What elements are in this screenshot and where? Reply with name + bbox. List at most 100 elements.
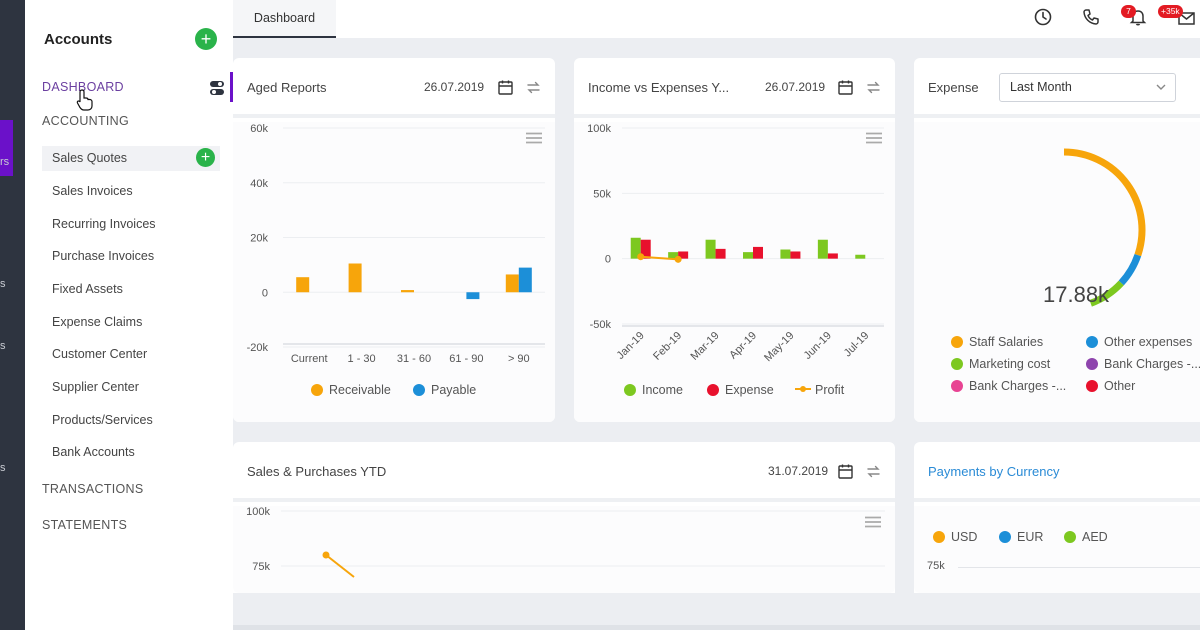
legend-dot [951, 380, 963, 392]
tab-dashboard[interactable]: Dashboard [233, 0, 336, 38]
sidebar-item-fixed-assets[interactable]: Fixed Assets [52, 282, 123, 296]
clock-icon[interactable] [1033, 7, 1053, 27]
expense-card: Expense Last Month 17.88k Staff Salaries… [914, 58, 1200, 422]
sidebar-item-customer-center[interactable]: Customer Center [52, 347, 148, 361]
legend-eur[interactable]: EUR [999, 530, 1043, 544]
sales-point [322, 551, 330, 559]
chart-menu-icon[interactable] [526, 132, 542, 144]
chevron-down-icon [1156, 84, 1166, 90]
sidebar-item-purchase-invoices[interactable]: Purchase Invoices [52, 249, 155, 263]
sidebar-item-highlight [42, 146, 220, 171]
legend-label: Bank Charges -... [969, 379, 1067, 393]
legend-dot [707, 384, 719, 396]
rail-label-fragment: s [0, 278, 6, 290]
hand-cursor-icon [76, 89, 93, 111]
legend-expense[interactable]: Expense [707, 383, 774, 397]
active-indicator [230, 72, 233, 102]
add-sales-quote-button[interactable]: + [196, 148, 215, 167]
card-title[interactable]: Payments by Currency [928, 464, 1060, 479]
refresh-icon[interactable] [865, 79, 882, 96]
legend-marketing-cost[interactable]: Marketing cost [951, 357, 1050, 371]
x-tick-label: Apr-19 [727, 330, 759, 362]
legend-bank-charges-2[interactable]: Bank Charges -... [951, 379, 1066, 393]
notifications-badge: 7 [1121, 5, 1136, 18]
bar [630, 237, 641, 259]
legend-dot [999, 531, 1011, 543]
sidebar-item-supplier-center[interactable]: Supplier Center [52, 380, 139, 394]
donut-slice [1063, 148, 1146, 257]
legend-dot [951, 336, 963, 348]
legend-dot [933, 531, 945, 543]
sidebar-item-sales-quotes[interactable]: Sales Quotes [52, 151, 128, 165]
card-body: 60k 40k 20k 0 -20k Current 1 - 30 31 - 60 61 - 9… [233, 122, 555, 422]
sidebar-item-bank-accounts[interactable]: Bank Accounts [52, 445, 135, 459]
bar [790, 251, 801, 259]
calendar-icon[interactable] [497, 79, 514, 96]
legend-usd[interactable]: USD [933, 530, 977, 544]
chart-menu-icon[interactable] [866, 132, 882, 144]
bar [855, 254, 866, 259]
horizontal-scrollbar[interactable] [233, 625, 1200, 630]
y-tick-label: 50k [593, 188, 611, 200]
sidebar-section-transactions[interactable]: TRANSACTIONS [42, 482, 144, 496]
legend-aed[interactable]: AED [1064, 530, 1108, 544]
toggle-icon[interactable] [209, 80, 225, 96]
top-bar: Dashboard 7 +35k [233, 0, 1200, 38]
phone-icon[interactable] [1081, 7, 1101, 27]
chart-menu-icon[interactable] [865, 516, 881, 528]
y-tick-label: 100k [246, 506, 270, 518]
card-body: 17.88k Staff Salaries Other expenses Mar… [914, 122, 1200, 422]
bar [296, 277, 310, 293]
sales-purchases-chart: 100k 75k [246, 506, 885, 578]
legend-income[interactable]: Income [624, 383, 683, 397]
bar [817, 239, 828, 259]
period-select[interactable]: Last Month [999, 73, 1176, 102]
sidebar-section-dashboard[interactable]: DASHBOARD [42, 80, 124, 94]
legend-label: Marketing cost [969, 357, 1051, 371]
sidebar-item-sales-invoices[interactable]: Sales Invoices [52, 184, 133, 198]
profit-line [640, 255, 679, 261]
legend-profit[interactable]: Profit [795, 383, 844, 397]
legend-label: USD [951, 530, 978, 544]
refresh-icon[interactable] [525, 79, 542, 96]
card-header: Aged Reports 26.07.2019 [233, 58, 555, 118]
refresh-icon[interactable] [865, 463, 882, 480]
rail-active-item[interactable] [0, 120, 13, 176]
x-tick-label: Feb-19 [651, 330, 684, 363]
legend-label: Profit [815, 383, 845, 397]
x-tick-label: 31 - 60 [397, 353, 431, 365]
card-title: Aged Reports [247, 80, 327, 95]
card-title: Income vs Expenses Y... [588, 80, 730, 95]
sidebar-item-products-services[interactable]: Products/Services [52, 413, 153, 427]
rail-label-fragment: rs [0, 156, 10, 168]
messages-badge: +35k [1158, 5, 1183, 18]
add-account-button[interactable]: + [195, 28, 217, 50]
sidebar-section-accounting[interactable]: ACCOUNTING [42, 114, 130, 128]
y-tick-label: 100k [587, 123, 611, 135]
legend-bank-charges-1[interactable]: Bank Charges -... [1086, 357, 1200, 371]
calendar-icon[interactable] [837, 463, 854, 480]
calendar-icon[interactable] [837, 79, 854, 96]
sales-purchases-card: Sales & Purchases YTD 31.07.2019 100k 75k [233, 442, 895, 593]
legend-staff-salaries[interactable]: Staff Salaries [951, 335, 1043, 349]
profit-point [637, 253, 645, 261]
x-tick-label: Jul-19 [842, 330, 872, 360]
y-tick-label: 0 [605, 254, 611, 266]
legend-label: Receivable [329, 383, 391, 397]
card-header: Payments by Currency [914, 442, 1200, 502]
legend-other[interactable]: Other [1086, 379, 1135, 393]
expense-donut-chart [1063, 148, 1146, 307]
sidebar-item-expense-claims[interactable]: Expense Claims [52, 315, 143, 329]
y-tick-label: -20k [247, 342, 269, 354]
sidebar-section-statements[interactable]: STATEMENTS [42, 518, 128, 532]
y-tick-label: 0 [262, 287, 268, 299]
legend-receivable[interactable]: Receivable [311, 383, 391, 397]
legend-payable[interactable]: Payable [413, 383, 476, 397]
income-expenses-card: Income vs Expenses Y... 26.07.2019 100k 5… [574, 58, 895, 422]
y-tick-label: 75k [252, 561, 270, 573]
legend-dot [311, 384, 323, 396]
bar [518, 267, 532, 293]
legend-other-expenses[interactable]: Other expenses [1086, 335, 1192, 349]
sidebar-item-recurring-invoices[interactable]: Recurring Invoices [52, 217, 156, 231]
